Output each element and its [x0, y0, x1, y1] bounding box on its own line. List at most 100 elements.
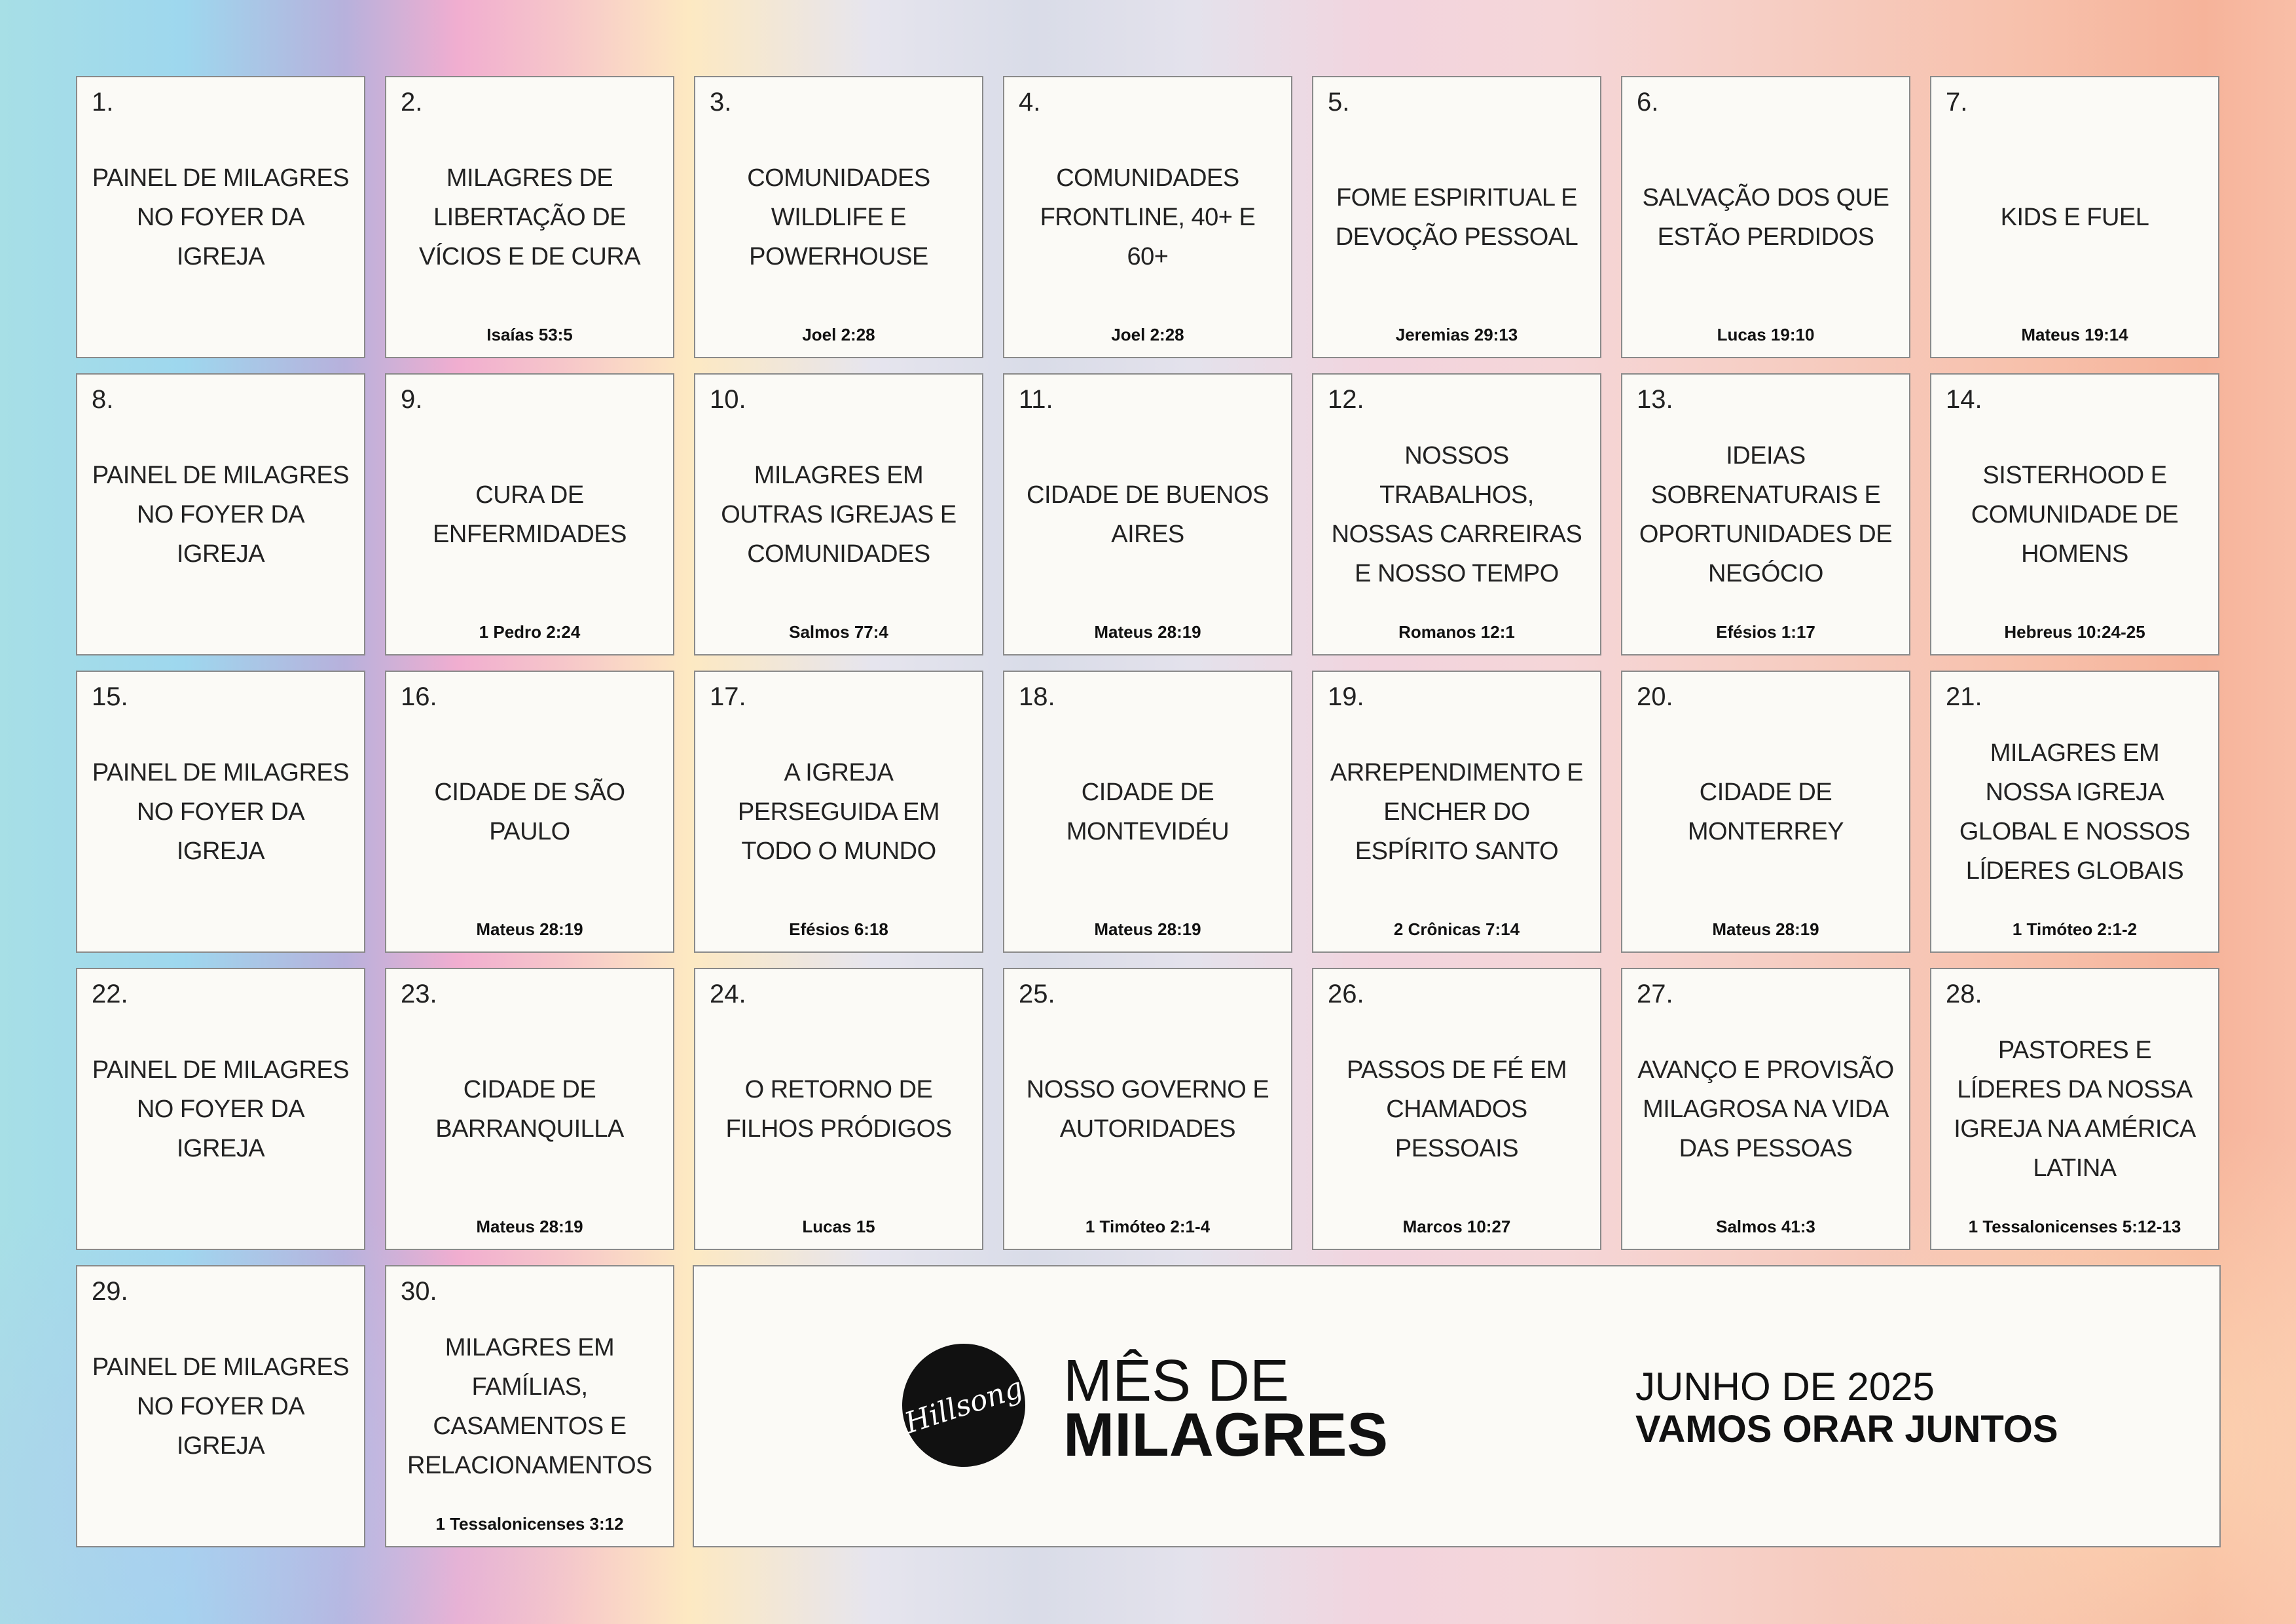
- day-number: 17.: [710, 682, 746, 711]
- day-title: PASSOS DE FÉ EM CHAMADOS PESSOAIS: [1347, 1056, 1567, 1162]
- day-tile: 9. CURA DE ENFERMIDADES 1 Pedro 2:24: [385, 373, 674, 655]
- day-number: 13.: [1637, 385, 1673, 414]
- day-number: 22.: [92, 980, 128, 1008]
- day-number: 20.: [1637, 682, 1673, 711]
- day-title: MILAGRES EM OUTRAS IGREJAS E COMUNIDADES: [721, 461, 957, 568]
- hillsong-logo: Hillsong: [886, 1327, 1042, 1483]
- day-number: 27.: [1637, 980, 1673, 1008]
- day-number: 29.: [92, 1277, 128, 1306]
- day-number: 16.: [401, 682, 437, 711]
- day-verse: 1 Pedro 2:24: [479, 622, 581, 642]
- day-number: 21.: [1946, 682, 1982, 711]
- day-title: A IGREJA PERSEGUIDA EM TODO O MUNDO: [737, 758, 940, 865]
- day-title: PAINEL DE MILAGRES NO FOYER DA IGREJA: [92, 1056, 350, 1162]
- day-number: 1.: [92, 88, 114, 117]
- campaign-banner: Hillsong MÊS DE MILAGRES JUNHO DE 2025 V…: [693, 1265, 2221, 1547]
- day-tile: 10. MILAGRES EM OUTRAS IGREJAS E COMUNIDA…: [694, 373, 983, 655]
- day-title: SALVAÇÃO DOS QUE ESTÃO PERDIDOS: [1642, 183, 1889, 251]
- day-verse: Joel 2:28: [802, 325, 875, 344]
- day-number: 14.: [1946, 385, 1982, 414]
- day-verse: Mateus 28:19: [476, 1217, 583, 1236]
- day-verse: Efésios 1:17: [1716, 622, 1815, 642]
- day-title: MILAGRES EM FAMÍLIAS, CASAMENTOS E RELAC…: [407, 1333, 652, 1479]
- day-tile: 15. PAINEL DE MILAGRES NO FOYER DA IGREJA: [76, 671, 365, 953]
- day-verse: 2 Crônicas 7:14: [1393, 919, 1520, 939]
- day-verse: Lucas 19:10: [1717, 325, 1815, 344]
- day-tile: 18. CIDADE DE MONTEVIDÉU Mateus 28:19: [1003, 671, 1292, 953]
- day-verse: Marcos 10:27: [1402, 1217, 1511, 1236]
- day-tile: 23. CIDADE DE BARRANQUILLA Mateus 28:19: [385, 968, 674, 1250]
- day-tile: 8. PAINEL DE MILAGRES NO FOYER DA IGREJA: [76, 373, 365, 655]
- banner-title-line1: MÊS DE: [1063, 1348, 1290, 1414]
- day-title: NOSSOS TRABALHOS, NOSSAS CARREIRAS E NOS…: [1331, 441, 1582, 587]
- logo-text: Hillsong: [900, 1370, 1027, 1441]
- day-number: 28.: [1946, 980, 1982, 1008]
- day-title: SISTERHOOD E COMUNIDADE DE HOMENS: [1971, 461, 2179, 568]
- day-verse: Salmos 41:3: [1716, 1217, 1815, 1236]
- day-number: 4.: [1019, 88, 1041, 117]
- day-number: 9.: [401, 385, 423, 414]
- day-verse: 1 Timóteo 2:1-4: [1085, 1217, 1211, 1236]
- day-title: FOME ESPIRITUAL E DEVOÇÃO PESSOAL: [1335, 183, 1578, 251]
- day-tile: 22. PAINEL DE MILAGRES NO FOYER DA IGREJA: [76, 968, 365, 1250]
- day-tile: 17. A IGREJA PERSEGUIDA EM TODO O MUNDO Ef…: [694, 671, 983, 953]
- day-verse: Joel 2:28: [1111, 325, 1184, 344]
- day-number: 18.: [1019, 682, 1055, 711]
- day-verse: Mateus 28:19: [1712, 919, 1819, 939]
- day-tile: 12. NOSSOS TRABALHOS, NOSSAS CARREIRAS E …: [1312, 373, 1601, 655]
- banner-date: JUNHO DE 2025: [1635, 1365, 1935, 1409]
- day-verse: Efésios 6:18: [789, 919, 888, 939]
- day-title: AVANÇO E PROVISÃO MILAGROSA NA VIDA DAS …: [1637, 1056, 1894, 1162]
- day-title: CURA DE ENFERMIDADES: [433, 481, 627, 548]
- day-number: 10.: [710, 385, 746, 414]
- day-tile: 2. MILAGRES DE LIBERTAÇÃO DE VÍCIOS E DE …: [385, 76, 674, 358]
- day-number: 25.: [1019, 980, 1055, 1008]
- day-verse: Isaías 53:5: [486, 325, 573, 344]
- day-verse: Hebreus 10:24-25: [2004, 622, 2145, 642]
- day-tile: 13. IDEIAS SOBRENATURAIS E OPORTUNIDADES …: [1621, 373, 1910, 655]
- day-number: 12.: [1328, 385, 1364, 414]
- day-tile: 6. SALVAÇÃO DOS QUE ESTÃO PERDIDOS Lucas 1…: [1621, 76, 1910, 358]
- day-title: CIDADE DE MONTERREY: [1687, 778, 1844, 845]
- day-tile: 27. AVANÇO E PROVISÃO MILAGROSA NA VIDA D…: [1621, 968, 1910, 1250]
- day-tile: 25. NOSSO GOVERNO E AUTORIDADES 1 Timóteo …: [1003, 968, 1292, 1250]
- day-tile: 14. SISTERHOOD E COMUNIDADE DE HOMENS Hebr…: [1930, 373, 2219, 655]
- day-number: 23.: [401, 980, 437, 1008]
- day-verse: Romanos 12:1: [1398, 622, 1515, 642]
- day-verse: Mateus 28:19: [1094, 919, 1201, 939]
- day-title: MILAGRES EM NOSSA IGREJA GLOBAL E NOSSOS…: [1959, 739, 2191, 885]
- day-tile: 11. CIDADE DE BUENOS AIRES Mateus 28:19: [1003, 373, 1292, 655]
- day-title: CIDADE DE BARRANQUILLA: [435, 1075, 624, 1143]
- day-verse: 1 Timóteo 2:1-2: [2012, 919, 2138, 939]
- day-number: 15.: [92, 682, 128, 711]
- day-number: 5.: [1328, 88, 1350, 117]
- day-tile: 28. PASTORES E LÍDERES DA NOSSA IGREJA NA…: [1930, 968, 2219, 1250]
- day-number: 19.: [1328, 682, 1364, 711]
- day-title: IDEIAS SOBRENATURAIS E OPORTUNIDADES DE …: [1639, 441, 1893, 587]
- day-title: PAINEL DE MILAGRES NO FOYER DA IGREJA: [92, 461, 350, 568]
- day-title: KIDS E FUEL: [2000, 203, 2149, 231]
- day-title: PASTORES E LÍDERES DA NOSSA IGREJA NA AM…: [1954, 1036, 2196, 1182]
- day-title: O RETORNO DE FILHOS PRÓDIGOS: [725, 1075, 952, 1143]
- banner-title-line2: MILAGRES: [1063, 1400, 1389, 1469]
- day-title: PAINEL DE MILAGRES NO FOYER DA IGREJA: [92, 164, 350, 270]
- day-number: 7.: [1946, 88, 1968, 117]
- day-verse: Salmos 77:4: [789, 622, 888, 642]
- day-tile: 29. PAINEL DE MILAGRES NO FOYER DA IGREJA: [76, 1265, 365, 1547]
- day-tile: 21. MILAGRES EM NOSSA IGREJA GLOBAL E NOS…: [1930, 671, 2219, 953]
- day-tile: 16. CIDADE DE SÃO PAULO Mateus 28:19: [385, 671, 674, 953]
- day-verse: Mateus 28:19: [1094, 622, 1201, 642]
- day-title: ARREPENDIMENTO E ENCHER DO ESPÍRITO SANT…: [1330, 758, 1584, 865]
- day-tile: 5. FOME ESPIRITUAL E DEVOÇÃO PESSOAL Jerem…: [1312, 76, 1601, 358]
- day-verse: Mateus 28:19: [476, 919, 583, 939]
- day-number: 26.: [1328, 980, 1364, 1008]
- day-title: COMUNIDADES WILDLIFE E POWERHOUSE: [747, 164, 930, 270]
- banner-tagline: VAMOS ORAR JUNTOS: [1635, 1408, 2058, 1450]
- day-tile: 7. KIDS E FUEL Mateus 19:14: [1930, 76, 2219, 358]
- day-tile: 24. O RETORNO DE FILHOS PRÓDIGOS Lucas 15: [694, 968, 983, 1250]
- day-title: CIDADE DE BUENOS AIRES: [1027, 481, 1269, 548]
- day-title: NOSSO GOVERNO E AUTORIDADES: [1026, 1075, 1269, 1143]
- day-title: CIDADE DE SÃO PAULO: [434, 778, 625, 845]
- day-verse: Jeremias 29:13: [1395, 325, 1518, 344]
- day-verse: 1 Tessalonicenses 3:12: [435, 1514, 624, 1534]
